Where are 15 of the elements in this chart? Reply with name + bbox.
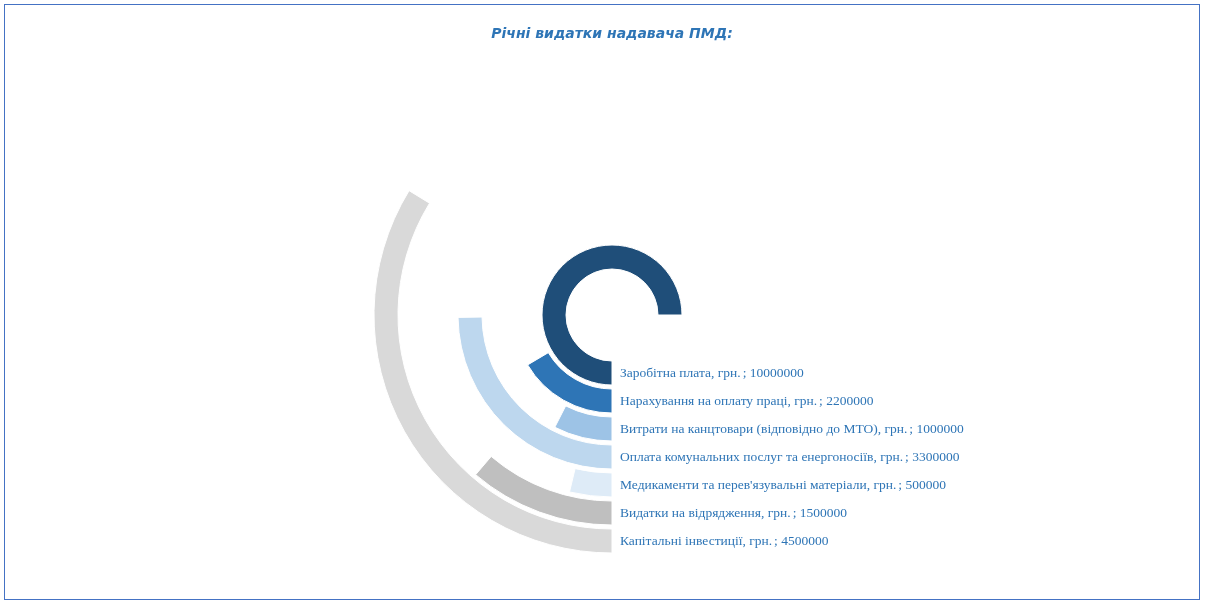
text: Річні видатки надавача ПМД: xyxy=(491,25,733,41)
data-label: ; 500000 xyxy=(898,477,947,492)
data-label: ; 2200000 xyxy=(819,393,874,408)
category-label: Витрати на канцтовари (відповідно до МТО), грн. xyxy=(620,421,908,436)
data-label: ; 3300000 xyxy=(905,449,960,464)
category-label: Заробітна плата, грн. xyxy=(620,365,741,380)
data-label: ; 1000000 xyxy=(909,421,964,436)
category-label: Капітальні інвестиції, грн. xyxy=(620,533,773,548)
category-label: Медикаменти та перев'язувальні матеріали, грн. xyxy=(620,477,897,492)
data-label: ; 10000000 xyxy=(742,365,805,380)
data-label: ; 1500000 xyxy=(792,505,848,520)
data-label: ; 4500000 xyxy=(774,533,829,548)
category-label: Видатки на відрядження, грн. xyxy=(620,505,791,520)
category-label: Нарахування на оплату праці, грн. xyxy=(620,393,818,408)
category-label: Оплата комунальних послуг та енергоносіїв, грн. xyxy=(620,449,904,464)
